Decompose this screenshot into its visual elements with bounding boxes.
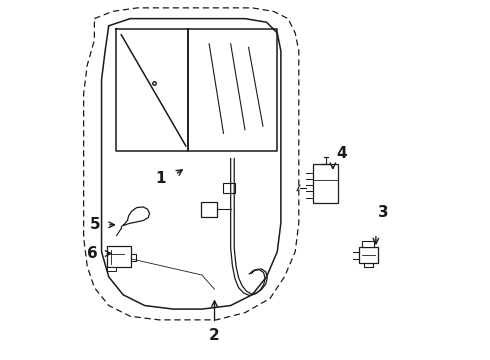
Bar — [362, 241, 374, 247]
Bar — [201, 202, 217, 217]
Bar — [107, 267, 116, 271]
Bar — [314, 164, 338, 203]
Bar — [107, 246, 131, 267]
Text: 1: 1 — [155, 171, 166, 186]
Text: 5: 5 — [90, 217, 100, 232]
Text: 6: 6 — [87, 246, 98, 261]
Bar — [131, 253, 136, 261]
Text: 3: 3 — [378, 205, 389, 220]
Bar — [359, 247, 378, 263]
Bar — [223, 183, 235, 193]
Text: 2: 2 — [209, 328, 220, 343]
Text: 4: 4 — [337, 145, 347, 161]
